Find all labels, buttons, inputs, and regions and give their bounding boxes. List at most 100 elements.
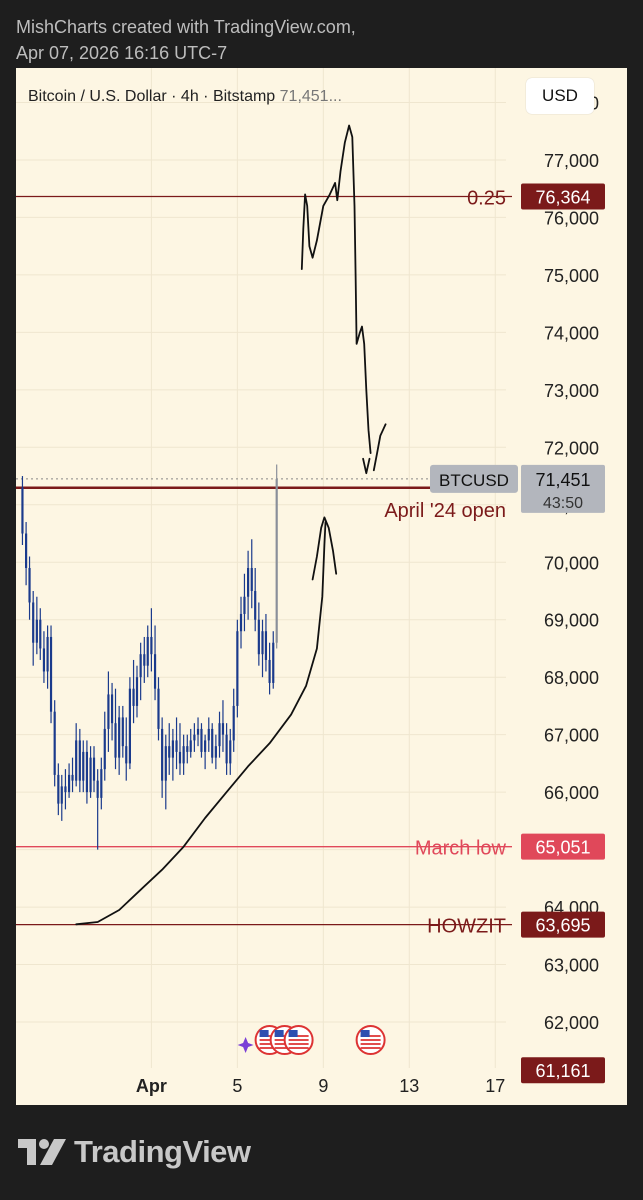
tradingview-logo[interactable]: TradingView	[18, 1134, 251, 1170]
candle-body	[232, 705, 235, 741]
candle-body	[132, 688, 135, 706]
candle-body	[35, 619, 38, 643]
candle-body	[193, 734, 196, 741]
annotation-right-hook	[372, 423, 387, 472]
annotation-april-open-bounce-arc	[311, 516, 338, 581]
countdown-text: 43:50	[543, 495, 583, 512]
y-tick-label: 74,000	[544, 323, 599, 343]
candle-body	[250, 568, 253, 591]
symbol-legend[interactable]: Bitcoin / U.S. Dollar · 4h · Bitstamp 71…	[28, 88, 342, 106]
candle-body	[211, 728, 214, 758]
candle-body	[39, 619, 42, 649]
price-chart[interactable]: 62,00063,00064,00065,00066,00067,00068,0…	[16, 68, 627, 1105]
level-label: April '24 open	[384, 500, 506, 522]
annotation-rally-curve	[75, 521, 327, 926]
candle-body	[110, 694, 114, 724]
candle-body	[254, 590, 257, 620]
flag-canton	[288, 1030, 298, 1037]
x-tick-label: 5	[232, 1076, 242, 1096]
candle-body	[153, 654, 157, 689]
symbol-tag	[430, 464, 518, 493]
candle-body	[89, 757, 92, 793]
current-price-tag	[521, 464, 605, 513]
candle-body	[207, 728, 210, 741]
bottom-price-tag-text: 61,161	[535, 1061, 590, 1081]
date-line: Apr 07, 2026 16:16 UTC-7	[16, 43, 228, 63]
annotation-upper-projection-path	[300, 124, 372, 454]
y-tick-label: 72,000	[544, 438, 599, 458]
currency-button[interactable]: USD	[526, 78, 594, 114]
candle-body	[49, 636, 53, 712]
x-tick-label: 13	[399, 1076, 419, 1096]
candle-body	[243, 596, 246, 614]
flag-canton	[274, 1030, 284, 1037]
x-tick-label: Apr	[136, 1076, 167, 1096]
candle-body	[82, 751, 85, 781]
candle-body	[221, 723, 225, 735]
candle-body	[53, 711, 56, 775]
y-tick-label: 75,000	[544, 266, 599, 286]
candle-body	[200, 728, 203, 752]
level-price-tag	[521, 183, 605, 210]
tradingview-logo-icon	[18, 1139, 66, 1165]
candle-body	[264, 631, 268, 660]
candle-body	[103, 728, 106, 770]
candle-body	[75, 740, 78, 781]
candle-body	[128, 688, 131, 764]
candle-body	[229, 740, 232, 764]
candle-body	[143, 654, 146, 666]
candle-body	[171, 740, 174, 758]
candle-body	[218, 723, 221, 747]
symbol-title: Bitcoin / U.S. Dollar · 4h · Bitstamp	[28, 88, 276, 105]
candle-body	[168, 746, 171, 758]
candle-body	[239, 613, 243, 632]
y-tick-label: 63,000	[544, 956, 599, 976]
x-tick-label: 17	[485, 1076, 505, 1096]
candle-body	[64, 786, 67, 793]
candle-body	[121, 717, 124, 747]
candle-body	[214, 746, 217, 758]
candle-body	[92, 757, 96, 781]
candle-body	[150, 636, 153, 655]
level-price-tag-text: 63,695	[535, 916, 590, 936]
candle-body	[257, 619, 260, 655]
candle-body	[42, 648, 46, 672]
candle-body	[100, 769, 103, 798]
candle-body	[161, 728, 164, 781]
candle-body	[157, 688, 160, 729]
y-tick-label: 73,000	[544, 381, 599, 401]
candle-body	[261, 631, 264, 655]
candle-body	[118, 717, 121, 758]
candle-body	[236, 631, 239, 706]
candle-body	[178, 751, 182, 764]
level-label: March low	[415, 838, 507, 860]
y-tick-label: 76,000	[544, 208, 599, 228]
symbol-tag-text: BTCUSD	[439, 471, 509, 490]
candle-body	[32, 602, 35, 643]
level-label: HOWZIT	[427, 916, 506, 938]
x-tick-label: 9	[318, 1076, 328, 1096]
candle-body	[135, 677, 139, 706]
author-line: MishCharts created with TradingView.com,	[16, 17, 356, 37]
candle-body	[57, 774, 60, 804]
candle-body	[175, 740, 178, 752]
candle-body	[71, 774, 74, 781]
flag-canton	[360, 1030, 370, 1037]
candle-body	[189, 740, 192, 752]
y-tick-label: 67,000	[544, 726, 599, 746]
candle-body	[78, 740, 81, 781]
tradingview-brand: TradingView	[74, 1134, 251, 1169]
candle-body	[85, 751, 89, 793]
chart-background	[16, 68, 627, 1105]
level-label: 0.25	[467, 188, 506, 210]
y-tick-label: 68,000	[544, 668, 599, 688]
candle-body	[67, 774, 71, 793]
bottom-price-tag	[521, 1057, 605, 1084]
chart-frame[interactable]: 62,00063,00064,00065,00066,00067,00068,0…	[16, 68, 627, 1105]
candle-body	[25, 533, 28, 568]
chart-header: MishCharts created with TradingView.com,…	[16, 14, 356, 66]
candle-body	[247, 568, 250, 597]
candle-body	[204, 740, 207, 752]
flag-canton	[259, 1030, 269, 1037]
candle-body	[182, 746, 185, 764]
